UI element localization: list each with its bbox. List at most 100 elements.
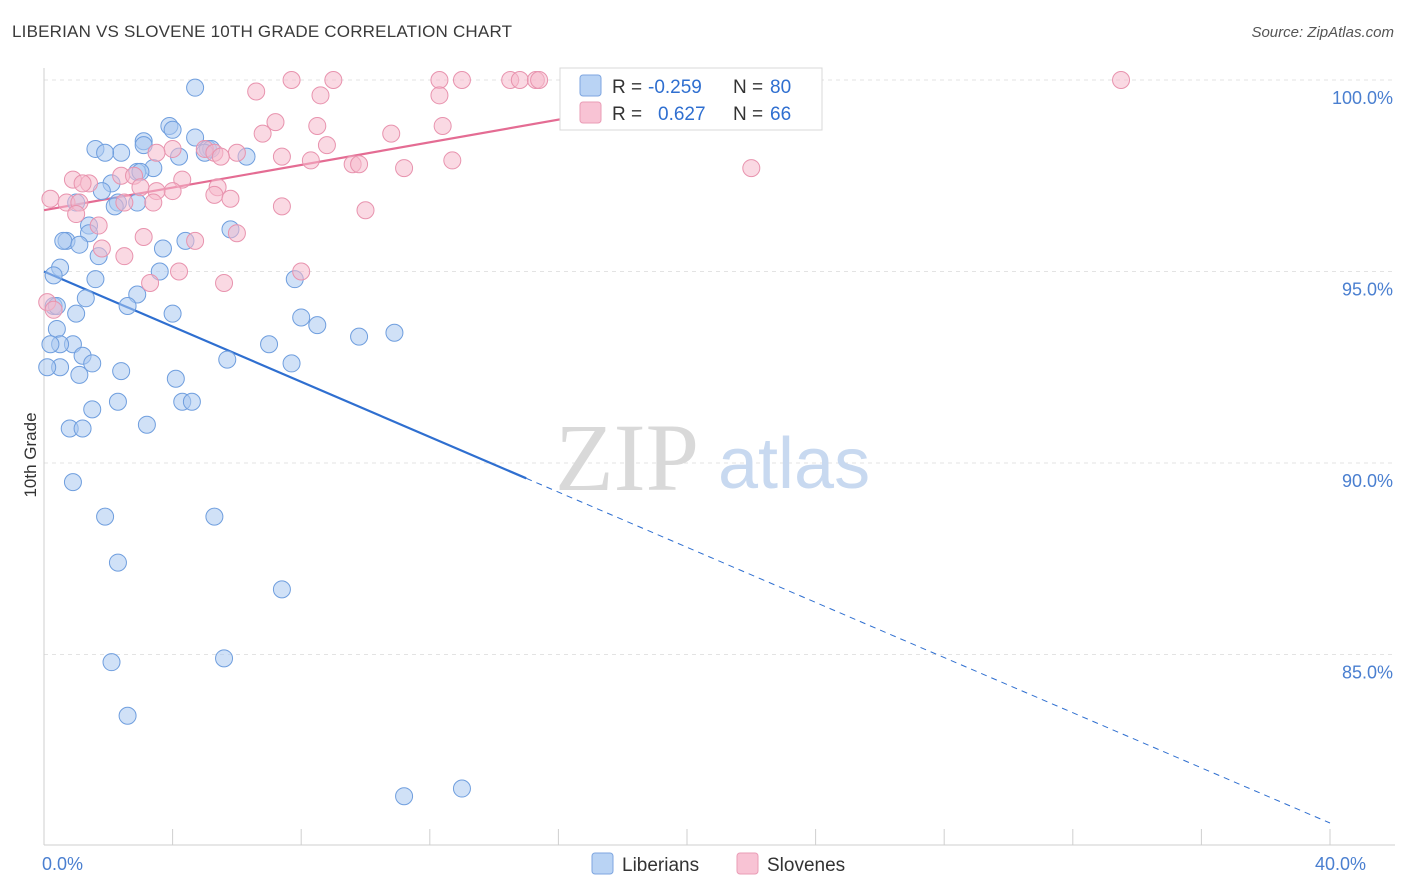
liberian-point bbox=[272, 580, 291, 599]
legend-liberians-n-value: 80 bbox=[770, 77, 791, 98]
slovene-point bbox=[356, 201, 375, 220]
slovene-point bbox=[452, 71, 471, 89]
liberian-point bbox=[182, 392, 201, 411]
liberian-point bbox=[112, 362, 131, 381]
slovene-point bbox=[205, 185, 224, 204]
y-tick-label: 100.0% bbox=[1332, 88, 1393, 108]
liberian-point bbox=[102, 653, 121, 672]
slovene-point bbox=[215, 273, 234, 292]
liberian-point bbox=[67, 304, 86, 323]
legend-liberians-r-label: R = bbox=[612, 77, 642, 98]
liberian-point bbox=[186, 78, 205, 97]
slovene-point bbox=[67, 205, 86, 224]
legend-label-slovenes: Slovenes bbox=[767, 855, 845, 876]
liberian-point bbox=[83, 400, 102, 419]
liberian-point bbox=[73, 419, 92, 438]
liberian-point bbox=[83, 354, 102, 373]
liberian-point bbox=[166, 369, 185, 388]
liberian-point bbox=[292, 308, 311, 327]
slovene-point bbox=[163, 182, 182, 201]
legend-slovenes-n-value: 66 bbox=[770, 104, 791, 125]
slovene-point bbox=[253, 124, 272, 143]
slovene-point bbox=[272, 197, 291, 216]
liberian-point bbox=[215, 649, 234, 668]
slovene-point bbox=[1112, 71, 1131, 89]
legend-swatch-slovenes bbox=[579, 101, 602, 124]
slovene-point bbox=[186, 231, 205, 250]
liberian-point bbox=[108, 553, 127, 572]
slovene-point bbox=[430, 71, 449, 89]
slovene-point bbox=[433, 116, 452, 135]
tick-labels: 100.0% 95.0% 90.0% 85.0% 0.0% 40.0% bbox=[42, 88, 1393, 874]
slovene-point bbox=[350, 155, 369, 174]
y-tick-label: 90.0% bbox=[1342, 471, 1393, 491]
slovene-point bbox=[395, 159, 414, 178]
liberian-point bbox=[70, 235, 89, 254]
legend-slovenes-r-label: R = bbox=[612, 104, 642, 125]
liberian-point bbox=[137, 415, 156, 434]
slovene-point bbox=[144, 193, 163, 212]
liberian-point bbox=[41, 335, 60, 354]
slovene-point bbox=[89, 216, 108, 235]
slovene-point bbox=[170, 262, 189, 281]
slovene-point bbox=[141, 273, 160, 292]
liberian-point bbox=[96, 507, 115, 526]
stats-legend: R = -0.259 N = 80 R = 0.627 N = 66 bbox=[559, 67, 823, 131]
liberian-point bbox=[47, 319, 66, 338]
source-label: Source: ZipAtlas.com bbox=[1251, 24, 1394, 41]
slovene-point bbox=[443, 151, 462, 170]
y-axis-label: 10th Grade bbox=[21, 412, 40, 497]
liberian-point bbox=[350, 327, 369, 346]
slovene-point bbox=[115, 193, 134, 212]
liberian-point bbox=[153, 239, 172, 258]
slovene-point bbox=[115, 247, 134, 266]
series-legend: Liberians Slovenes bbox=[591, 852, 845, 876]
slovene-point bbox=[266, 113, 285, 132]
liberian-point bbox=[395, 787, 414, 806]
liberian-point bbox=[44, 266, 63, 285]
slovene-point bbox=[131, 178, 150, 197]
slovene-point bbox=[311, 86, 330, 105]
slovene-point bbox=[41, 189, 60, 208]
slovene-point bbox=[308, 116, 327, 135]
y-tick-label: 95.0% bbox=[1342, 280, 1393, 300]
slovene-point bbox=[317, 136, 336, 155]
liberian-point bbox=[218, 350, 237, 369]
liberian-point bbox=[385, 323, 404, 342]
slovene-point bbox=[211, 147, 230, 166]
liberian-point bbox=[452, 779, 471, 798]
liberian-point bbox=[76, 289, 95, 308]
liberian-point bbox=[186, 128, 205, 147]
slovene-point bbox=[227, 224, 246, 243]
liberians-trendline-extension bbox=[526, 477, 1331, 824]
gridlines bbox=[44, 79, 1395, 655]
slovene-point bbox=[247, 82, 266, 101]
legend-liberians-n-label: N = bbox=[733, 77, 763, 98]
watermark-zip: ZIP bbox=[555, 404, 699, 511]
liberian-point bbox=[108, 392, 127, 411]
liberian-point bbox=[86, 270, 105, 289]
liberian-point bbox=[96, 143, 115, 162]
liberian-point bbox=[282, 354, 301, 373]
liberian-point bbox=[128, 285, 147, 304]
slovene-point bbox=[73, 174, 92, 193]
legend-label-liberians: Liberians bbox=[622, 855, 699, 876]
legend-swatch-liberians-bottom bbox=[591, 852, 614, 875]
watermark: ZIP atlas bbox=[555, 404, 870, 511]
x-tick-label: 0.0% bbox=[42, 854, 83, 874]
x-tick-label: 40.0% bbox=[1315, 854, 1366, 874]
y-tick-label: 85.0% bbox=[1342, 663, 1393, 683]
liberian-point bbox=[163, 304, 182, 323]
slovene-point bbox=[221, 189, 240, 208]
legend-swatch-liberians bbox=[579, 74, 602, 97]
liberian-point bbox=[308, 316, 327, 335]
liberian-point bbox=[70, 365, 89, 384]
liberian-point bbox=[118, 706, 137, 725]
legend-liberians-r-value: -0.259 bbox=[648, 77, 702, 98]
watermark-atlas: atlas bbox=[718, 424, 870, 504]
slovene-point bbox=[324, 71, 343, 89]
liberian-point bbox=[163, 120, 182, 139]
liberian-point bbox=[38, 358, 57, 377]
liberian-point bbox=[112, 143, 131, 162]
